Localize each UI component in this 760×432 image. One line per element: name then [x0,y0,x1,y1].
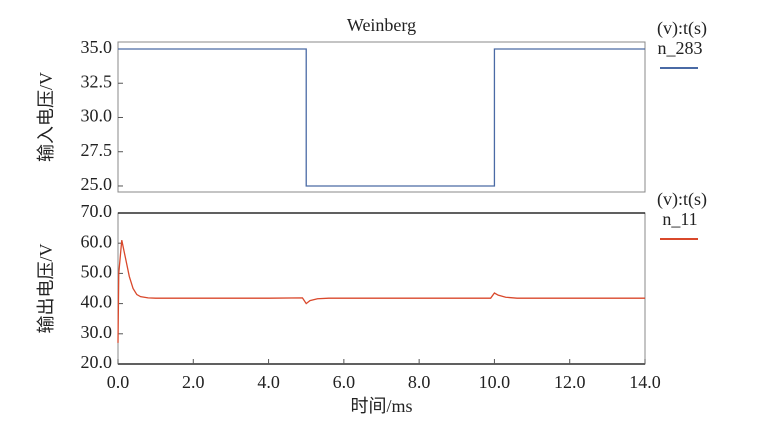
series-line [117,240,645,343]
legend-label: n_283 [658,38,703,58]
y-tick-label: 32.5 [81,71,113,91]
plot-frame [117,41,646,193]
y-tick-label: 50.0 [81,262,113,282]
chart-title: Weinberg [347,15,416,35]
y-axis-label: 输入电压/V [36,72,56,162]
plot-frame [117,212,646,365]
legend-title: (v):t(s) [657,18,707,39]
y-tick-label: 30.0 [81,322,113,342]
y-tick-label: 60.0 [81,231,113,251]
x-tick-label: 12.0 [554,372,586,392]
x-axis-label: 时间/ms [350,396,412,416]
x-tick-label: 10.0 [479,372,511,392]
legend-title: (v):t(s) [657,189,707,210]
x-tick-label: 2.0 [182,372,205,392]
series-line [118,48,645,187]
y-tick-label: 35.0 [81,37,113,57]
y-tick-label: 30.0 [81,106,113,126]
x-tick-label: 0.0 [107,372,130,392]
legend-label: n_11 [662,209,697,229]
y-axis-label: 输出电压/V [36,243,56,333]
y-tick-label: 25.0 [81,174,113,194]
x-tick-label: 6.0 [333,372,356,392]
y-tick-label: 27.5 [81,140,113,160]
y-tick-label: 20.0 [81,352,113,372]
x-tick-label: 8.0 [408,372,431,392]
y-tick-label: 40.0 [81,292,113,312]
x-tick-label: 4.0 [257,372,280,392]
x-tick-label: 14.0 [629,372,661,392]
y-tick-label: 70.0 [81,201,113,221]
